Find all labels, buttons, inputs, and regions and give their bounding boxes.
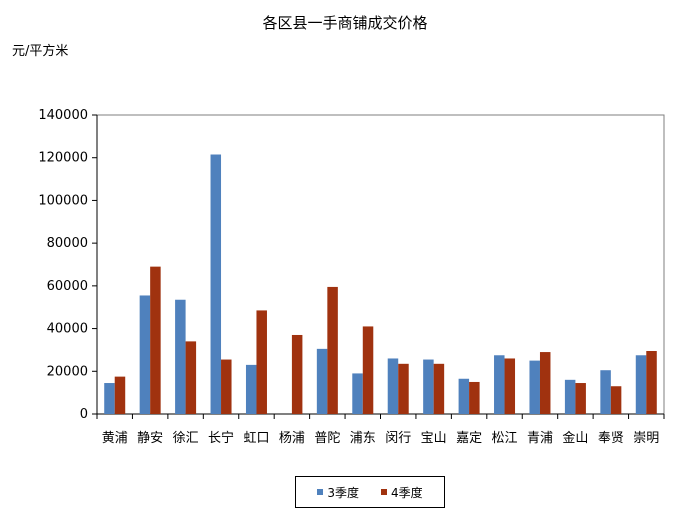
x-tick-label: 静安 xyxy=(137,431,163,446)
bar-series-2 xyxy=(610,386,622,414)
bar-series-1 xyxy=(245,364,257,414)
bar-series-2 xyxy=(114,376,126,414)
bar-series-1 xyxy=(104,383,115,414)
x-tick-label: 闵行 xyxy=(385,431,411,446)
x-tick-label: 宝山 xyxy=(421,431,447,446)
bar-series-1 xyxy=(139,295,151,414)
x-tick-label: 杨浦 xyxy=(279,431,305,446)
bar-series-2 xyxy=(433,363,445,414)
x-tick-label: 虹口 xyxy=(243,431,269,446)
bar-series-1 xyxy=(529,360,540,414)
legend-label-series-2: 4季度 xyxy=(391,485,423,500)
bar-series-1 xyxy=(564,379,576,414)
y-tick-label: 100000 xyxy=(38,193,88,208)
bar-series-1 xyxy=(600,370,611,414)
legend-item-series-1: 3季度 xyxy=(317,484,359,501)
legend-label-series-1: 3季度 xyxy=(327,485,359,500)
bar-series-1 xyxy=(635,355,647,414)
bar-series-1 xyxy=(458,378,470,414)
x-tick-label: 崇明 xyxy=(633,431,659,446)
legend-swatch-series-1 xyxy=(317,489,324,495)
bar-series-2 xyxy=(150,266,161,414)
x-tick-label: 金山 xyxy=(562,430,588,446)
chart-title: 各区县一手商铺成交价格 xyxy=(262,14,428,32)
y-tick-label: 0 xyxy=(80,407,88,422)
y-tick-label: 120000 xyxy=(38,151,88,166)
x-tick-label: 嘉定 xyxy=(456,431,482,446)
bar-series-2 xyxy=(327,286,338,414)
x-tick-label: 徐汇 xyxy=(173,431,199,446)
y-tick-label: 140000 xyxy=(38,108,88,123)
bar-series-1 xyxy=(494,355,505,414)
bar-series-2 xyxy=(469,381,480,414)
bar-series-1 xyxy=(387,358,399,414)
y-tick-label: 60000 xyxy=(47,279,88,294)
x-tick-label: 奉贤 xyxy=(598,431,624,446)
y-tick-label: 20000 xyxy=(47,364,88,379)
chart-legend: 3季度 4季度 xyxy=(295,476,445,508)
bar-series-2 xyxy=(256,310,267,414)
y-axis-label: 元/平方米 xyxy=(12,44,69,59)
bar-series-2 xyxy=(398,363,409,414)
x-tick-label: 普陀 xyxy=(314,430,340,446)
bar-series-2 xyxy=(185,341,197,414)
bar-series-1 xyxy=(210,154,222,414)
x-tick-label: 松江 xyxy=(492,431,518,446)
bar-series-1 xyxy=(352,373,363,414)
x-tick-label: 青浦 xyxy=(527,431,553,446)
x-tick-label: 长宁 xyxy=(208,430,234,446)
x-tick-label: 黄浦 xyxy=(102,431,128,446)
bar-series-1 xyxy=(175,299,186,414)
y-tick-label: 80000 xyxy=(47,236,88,251)
y-tick-label: 40000 xyxy=(47,322,88,337)
bar-series-2 xyxy=(539,352,551,414)
bar-series-2 xyxy=(362,326,374,414)
bar-series-2 xyxy=(646,350,657,414)
bar-series-1 xyxy=(316,348,328,414)
bar-series-2 xyxy=(221,359,232,414)
bar-series-1 xyxy=(423,359,434,414)
legend-swatch-series-2 xyxy=(381,489,387,495)
bar-series-2 xyxy=(575,383,586,414)
legend-item-series-2: 4季度 xyxy=(381,484,423,501)
x-tick-label: 浦东 xyxy=(350,431,376,446)
bar-series-2 xyxy=(504,358,516,414)
bar-series-2 xyxy=(291,334,303,414)
